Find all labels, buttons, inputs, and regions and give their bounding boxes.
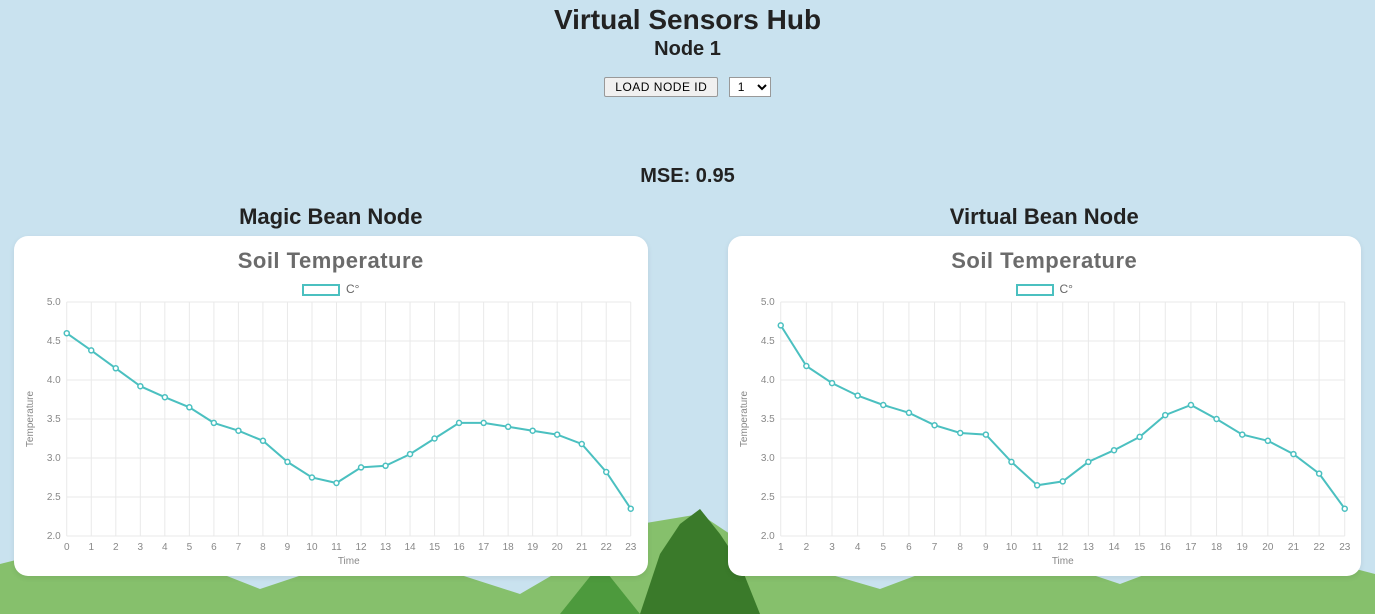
svg-text:2.5: 2.5: [760, 492, 774, 503]
left-chart-title: Soil Temperature: [20, 248, 642, 274]
svg-text:4.0: 4.0: [47, 375, 61, 386]
svg-text:22: 22: [1313, 542, 1325, 553]
svg-text:21: 21: [576, 542, 588, 553]
svg-text:Time: Time: [1051, 556, 1073, 566]
svg-text:17: 17: [478, 542, 490, 553]
right-chart: 2.02.53.03.54.04.55.01234567891011121314…: [734, 296, 1356, 566]
svg-text:11: 11: [1031, 542, 1042, 553]
svg-text:3.0: 3.0: [47, 453, 61, 464]
left-legend: C°: [20, 282, 642, 296]
svg-text:20: 20: [1262, 542, 1274, 553]
svg-text:7: 7: [931, 542, 937, 553]
svg-text:18: 18: [1211, 542, 1223, 553]
svg-text:19: 19: [1236, 542, 1248, 553]
legend-swatch-icon: [1016, 284, 1054, 296]
node-id-select[interactable]: 1: [729, 77, 771, 97]
svg-text:21: 21: [1287, 542, 1299, 553]
svg-text:4: 4: [162, 542, 168, 553]
svg-text:5: 5: [187, 542, 193, 553]
svg-text:12: 12: [1057, 542, 1069, 553]
svg-text:13: 13: [1082, 542, 1094, 553]
svg-text:Temperature: Temperature: [25, 390, 36, 447]
svg-text:8: 8: [957, 542, 963, 553]
left-node-title: Magic Bean Node: [14, 204, 648, 230]
svg-text:2: 2: [113, 542, 119, 553]
svg-text:23: 23: [1339, 542, 1351, 553]
svg-text:3: 3: [138, 542, 144, 553]
page-title: Virtual Sensors Hub: [0, 4, 1375, 36]
right-node-title: Virtual Bean Node: [728, 204, 1362, 230]
svg-text:18: 18: [503, 542, 515, 553]
svg-text:10: 10: [1005, 542, 1017, 553]
svg-text:14: 14: [404, 542, 416, 553]
svg-text:3.5: 3.5: [47, 414, 61, 425]
svg-text:5.0: 5.0: [760, 297, 774, 308]
svg-text:16: 16: [454, 542, 466, 553]
left-legend-label: C°: [346, 282, 359, 296]
svg-text:2.0: 2.0: [760, 531, 774, 542]
svg-text:4.5: 4.5: [47, 336, 61, 347]
svg-text:4.0: 4.0: [760, 375, 774, 386]
svg-text:4.5: 4.5: [760, 336, 774, 347]
svg-text:2: 2: [803, 542, 809, 553]
svg-text:Temperature: Temperature: [738, 390, 749, 447]
svg-text:14: 14: [1108, 542, 1120, 553]
svg-text:6: 6: [906, 542, 912, 553]
page-subtitle: Node 1: [0, 38, 1375, 61]
svg-text:3.0: 3.0: [760, 453, 774, 464]
svg-text:15: 15: [1134, 542, 1146, 553]
svg-text:9: 9: [983, 542, 989, 553]
svg-text:3: 3: [829, 542, 835, 553]
svg-text:Time: Time: [338, 556, 360, 566]
svg-text:5.0: 5.0: [47, 297, 61, 308]
svg-text:4: 4: [854, 542, 860, 553]
left-chart-card: Soil Temperature C° 2.0 2.5 3.0 3.5 4.0 4.5 5.…: [14, 236, 648, 576]
left-chart: 2.02.53.03.54.04.55.00123456789101112131…: [20, 296, 642, 566]
mse-label: MSE: 0.95: [0, 165, 1375, 188]
svg-text:11: 11: [331, 542, 342, 553]
legend-swatch-icon: [302, 284, 340, 296]
right-chart-title: Soil Temperature: [734, 248, 1356, 274]
svg-text:1: 1: [777, 542, 783, 553]
svg-text:15: 15: [429, 542, 441, 553]
svg-text:1: 1: [88, 542, 94, 553]
svg-text:9: 9: [285, 542, 291, 553]
svg-text:2.5: 2.5: [47, 492, 61, 503]
svg-text:3.5: 3.5: [760, 414, 774, 425]
svg-text:16: 16: [1159, 542, 1171, 553]
load-node-button[interactable]: LOAD NODE ID: [604, 77, 718, 97]
right-legend: C°: [734, 282, 1356, 296]
right-chart-card: Soil Temperature C° 2.0 2.5 3.0 3.5 4.0 4.5 5.…: [728, 236, 1362, 576]
svg-text:20: 20: [552, 542, 564, 553]
svg-text:2.0: 2.0: [47, 531, 61, 542]
svg-text:12: 12: [355, 542, 367, 553]
svg-text:7: 7: [236, 542, 242, 553]
svg-text:23: 23: [625, 542, 637, 553]
svg-text:17: 17: [1185, 542, 1197, 553]
svg-text:10: 10: [306, 542, 318, 553]
svg-text:6: 6: [211, 542, 217, 553]
svg-text:8: 8: [260, 542, 266, 553]
controls-row: LOAD NODE ID 1: [0, 77, 1375, 97]
svg-text:13: 13: [380, 542, 392, 553]
right-legend-label: C°: [1060, 282, 1073, 296]
svg-text:19: 19: [527, 542, 539, 553]
svg-text:22: 22: [601, 542, 613, 553]
svg-text:5: 5: [880, 542, 886, 553]
svg-text:0: 0: [64, 542, 70, 553]
